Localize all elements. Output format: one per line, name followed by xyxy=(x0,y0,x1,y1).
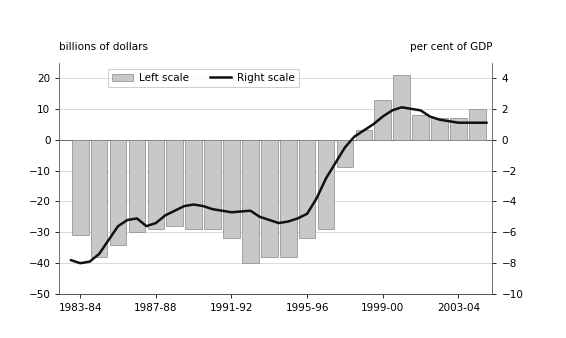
Legend: Left scale, Right scale: Left scale, Right scale xyxy=(108,69,299,87)
Bar xyxy=(91,140,108,257)
Bar xyxy=(450,118,467,140)
Bar xyxy=(412,115,429,140)
Text: billions of dollars: billions of dollars xyxy=(59,42,148,52)
Bar xyxy=(72,140,88,235)
Text: Federal Budgetary Balance: Federal Budgetary Balance xyxy=(8,23,232,38)
Bar xyxy=(204,140,221,229)
Bar xyxy=(148,140,164,229)
Bar xyxy=(185,140,202,229)
Bar xyxy=(393,75,410,140)
Bar xyxy=(375,100,391,140)
Bar xyxy=(280,140,297,257)
Bar xyxy=(223,140,240,239)
Bar xyxy=(261,140,278,257)
Bar xyxy=(431,118,448,140)
Bar xyxy=(242,140,259,263)
Bar xyxy=(318,140,335,229)
Bar xyxy=(337,140,353,168)
Bar xyxy=(110,140,126,245)
Text: per cent of GDP: per cent of GDP xyxy=(410,42,492,52)
Bar xyxy=(166,140,183,226)
Bar xyxy=(299,140,315,239)
Bar xyxy=(469,109,486,140)
Bar xyxy=(355,130,372,140)
Bar xyxy=(128,140,145,232)
